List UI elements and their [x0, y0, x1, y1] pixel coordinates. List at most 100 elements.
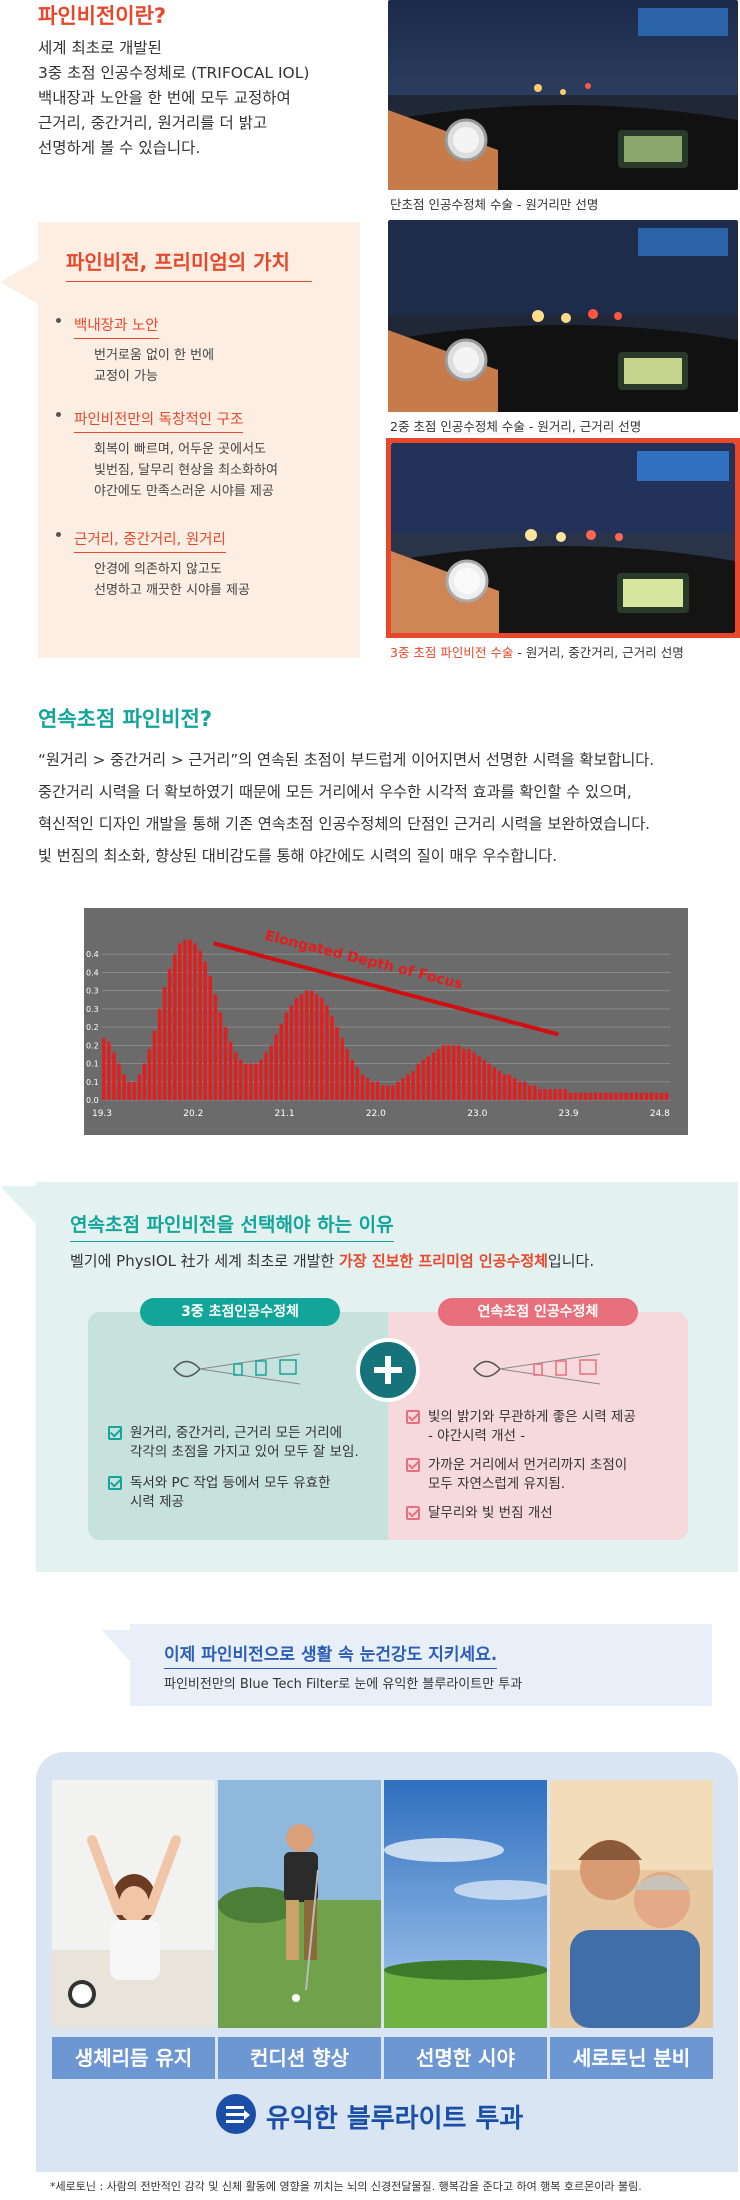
reason-subtitle: 벨기에 PhysIOL 社가 세계 최초로 개발한 가장 진보한 프리미엄 인공…: [70, 1250, 594, 1271]
checkbox-icon: [108, 1426, 122, 1440]
benefit-label: 컨디션 향상: [218, 2037, 381, 2079]
golfer-image: [218, 1780, 381, 2028]
chart-bar: [380, 1085, 385, 1100]
chart-bar: [345, 1048, 349, 1100]
bluelight-subtitle: 파인비전만의 Blue Tech Filter로 눈에 유익한 블루라이트만 투…: [164, 1677, 523, 1692]
chart-bar: [436, 1048, 441, 1100]
photo-caption: 단초점 인공수정체 수술 - 원거리만 선명: [390, 197, 599, 212]
value-item-head: 백내장과 노안: [74, 314, 159, 339]
chart-bar: [487, 1063, 491, 1100]
chart-bar: [563, 1089, 568, 1100]
bluelight-box: [130, 1624, 712, 1706]
chart-bar: [538, 1089, 542, 1100]
photo-caption: 3중 초점 파인비전 수술 - 원거리, 중간거리, 근거리 선명: [390, 642, 684, 661]
chart-y-tick-label: 0.1: [86, 1078, 99, 1087]
chart-bar: [279, 1023, 284, 1100]
chart-bar: [421, 1059, 426, 1100]
chart-y-tick-label: 0.2: [86, 1041, 99, 1050]
list-item-line: 가까운 거리에서 먼거리까지 초점이: [428, 1457, 628, 1473]
value-item-desc: 안경에 의존하지 않고도 선명하고 깨끗한 시야를 제공: [94, 559, 344, 601]
chart-bar: [604, 1092, 608, 1100]
bluelight-box-pointer: [102, 1630, 132, 1664]
chart-bar: [213, 994, 218, 1100]
benefits-footer: 유익한 블루라이트 투과: [266, 2104, 524, 2134]
chart-bar: [244, 1063, 248, 1100]
photo-monofocal: [388, 0, 738, 190]
chart-bar: [507, 1074, 512, 1100]
chart-x-tick-label: 24.8: [650, 1109, 670, 1119]
list-item-line: 독서와 PC 작업 등에서 모두 유효한: [130, 1475, 331, 1491]
chart-bar: [472, 1052, 476, 1100]
plus-icon: [356, 1338, 420, 1402]
chart-bar: [173, 954, 177, 1100]
intro-line: 선명하게 볼 수 있습니다.: [38, 139, 201, 157]
continuous-panel: [388, 1312, 688, 1540]
chart-bar: [157, 1008, 162, 1100]
chart-bar: [558, 1089, 562, 1100]
chart-y-tick-label: 0.2: [86, 1023, 99, 1032]
checkbox-icon: [406, 1410, 420, 1424]
chart-bar: [147, 1048, 152, 1100]
chart-bar: [629, 1092, 633, 1100]
chart-bar: [568, 1092, 573, 1100]
chart-bar: [320, 997, 324, 1100]
chart-bar: [198, 950, 202, 1100]
bullet-icon: [56, 318, 61, 323]
list-item: 빛의 밝기와 무관하게 좋은 시력 제공 - 야간시력 개선 -: [406, 1408, 676, 1446]
chart-bar: [274, 1034, 278, 1100]
chart-bar: [284, 1012, 289, 1100]
value-box-pointer: [0, 260, 38, 304]
chart-bar: [528, 1085, 532, 1100]
intro-body: 세계 최초로 개발된 3중 초점 인공수정체로 (TRIFOCAL IOL) 백…: [38, 36, 378, 161]
photo-couple: [550, 1780, 713, 2028]
intro-line: 근거리, 중간거리, 원거리를 더 밝고: [38, 114, 268, 132]
chart-bar: [142, 1063, 147, 1100]
photo-caption-highlight: 3중 초점 파인비전 수술: [390, 645, 514, 660]
value-item-desc-line: 빛번짐, 달무리 현상을 최소화하여: [94, 463, 278, 478]
value-item-desc-line: 교정이 가능: [94, 369, 158, 384]
list-item: 독서와 PC 작업 등에서 모두 유효한 시력 제공: [108, 1474, 378, 1512]
continuous-line: 혁신적인 디자인 개발을 통해 기존 연속초점 인공수정체의 단점인 근거리 시…: [38, 815, 651, 833]
trifocal-pill: 3중 초점인공수정체: [140, 1298, 340, 1326]
eye-focus-diagram-icon: [473, 1353, 601, 1385]
chart-bar: [517, 1081, 522, 1100]
chart-bar: [259, 1059, 263, 1100]
value-item-desc-line: 야간에도 만족스러운 시야를 제공: [94, 484, 274, 499]
chart-bar: [102, 1038, 106, 1100]
chart-bar: [178, 943, 182, 1100]
value-item-head: 근거리, 중간거리, 원거리: [74, 528, 226, 553]
intro-line: 세계 최초로 개발된: [38, 39, 162, 57]
value-item-desc-line: 회복이 빠르며, 어두운 곳에서도: [94, 442, 267, 457]
value-box: [38, 222, 360, 658]
chart-x-tick-label: 23.0: [467, 1109, 487, 1119]
chart-bar: [477, 1056, 481, 1100]
serotonin-note: *세로토닌 : 사람의 전반적인 감각 및 신체 활동에 영향을 끼치는 뇌의 …: [50, 2180, 642, 2193]
chart-bar: [416, 1063, 420, 1100]
chart-bar: [634, 1092, 639, 1100]
chart-bar: [218, 1012, 223, 1100]
chart-bar: [223, 1027, 228, 1100]
chart-bar: [593, 1092, 598, 1100]
benefit-label: 생체리듬 유지: [52, 2037, 215, 2079]
chart-bar: [228, 1041, 233, 1100]
night-driving-image: [388, 0, 738, 190]
value-item: 백내장과 노안 번거로움 없이 한 번에 교정이 가능: [56, 314, 344, 387]
chart-bar: [254, 1063, 258, 1100]
chart-container: 0.0 0.1 0.1 0.2 0.2 0.3 0.3 0.4 0.4 19.3 20.2 21.1 2…: [84, 908, 688, 1135]
list-item: 원거리, 중간거리, 근거리 모든 거리에 각각의 초점을 가지고 있어 모두 …: [108, 1424, 378, 1462]
chart-bar: [294, 997, 299, 1100]
chart-bar: [132, 1081, 136, 1100]
value-item-head: 파인비전만의 독창적인 구조: [74, 408, 244, 433]
chart-bar: [664, 1092, 669, 1100]
chart-x-tick-label: 21.1: [275, 1109, 295, 1119]
chart-bar: [304, 990, 309, 1100]
chart-bar: [457, 1045, 461, 1100]
list-item: 달무리와 빛 번짐 개선: [406, 1504, 676, 1523]
chart-bar: [117, 1063, 121, 1100]
chart-bar: [152, 1030, 157, 1100]
chart-x-tick-label: 23.9: [559, 1109, 579, 1119]
continuous-list: 빛의 밝기와 무관하게 좋은 시력 제공 - 야간시력 개선 - 가까운 거리에…: [406, 1408, 676, 1523]
chart-bar: [183, 939, 187, 1100]
chart-bar: [624, 1092, 628, 1100]
chart-bar: [396, 1081, 400, 1100]
